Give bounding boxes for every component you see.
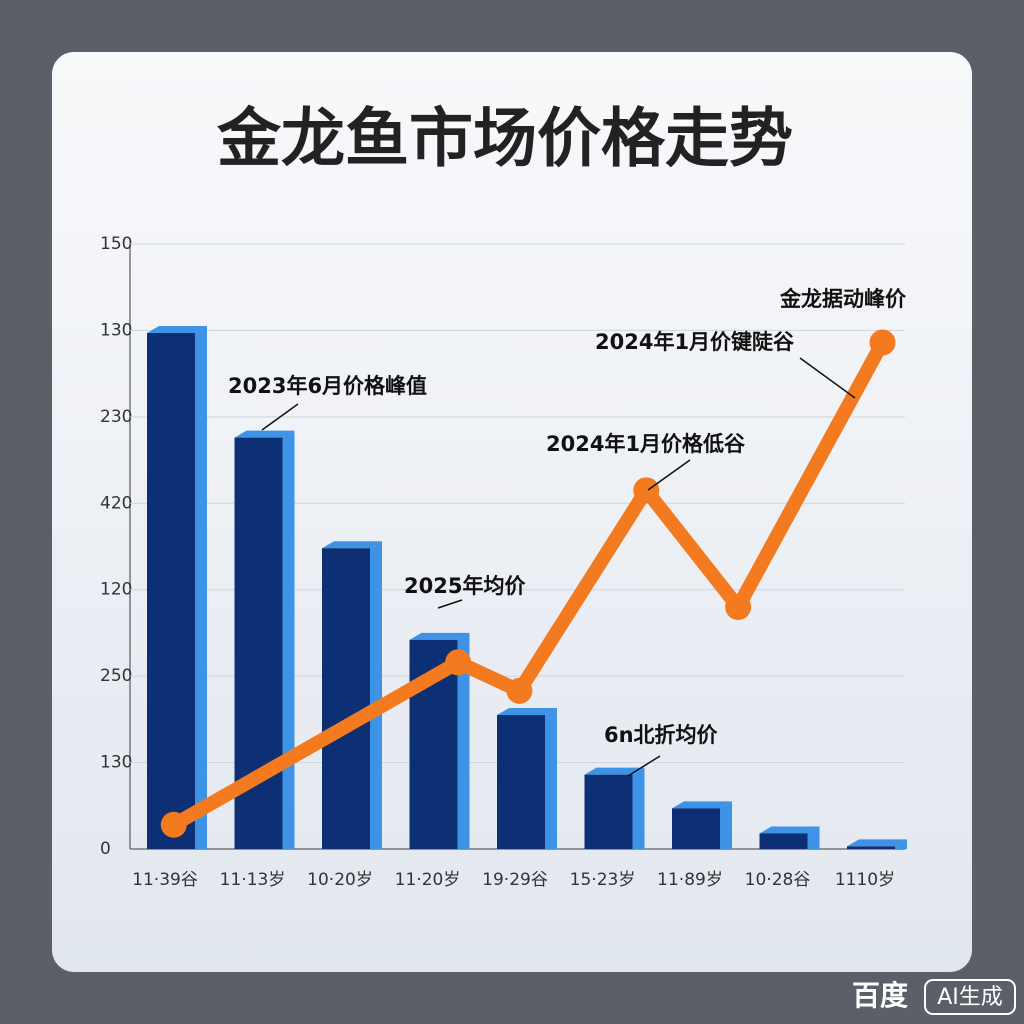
annotation-leader: [437, 599, 463, 609]
bar: [322, 548, 370, 849]
bar-top: [234, 430, 295, 438]
bar-top: [584, 767, 645, 775]
annotation: 2025年均价: [404, 574, 526, 598]
bar-top: [409, 632, 470, 640]
bar-top: [497, 708, 557, 716]
annotation-leader: [799, 357, 856, 399]
x-tick-label: 1110岁: [835, 870, 895, 890]
x-tick-label: 19·29谷: [482, 870, 548, 890]
line-point: [445, 649, 472, 676]
annotation-leader: [261, 403, 299, 431]
bar: [672, 808, 720, 849]
bar-side: [195, 326, 207, 849]
bar-side: [282, 430, 295, 849]
y-tick-label: 0: [100, 839, 111, 859]
line: [170, 339, 889, 831]
bar: [584, 774, 633, 849]
y-tick-label: 150: [100, 234, 132, 254]
line-point: [725, 594, 752, 620]
bar-top: [322, 541, 382, 549]
bar: [497, 715, 545, 849]
annotation: 金龙据动峰价: [779, 287, 907, 311]
bar-top: [147, 326, 207, 334]
annotation: 2024年1月价键陡谷: [595, 330, 795, 354]
bar-side: [545, 708, 557, 849]
line-point: [506, 677, 533, 704]
x-tick-label: 11·13岁: [220, 870, 286, 890]
bar-top: [759, 826, 820, 834]
watermark-brand: 百度: [852, 979, 908, 1012]
line-point: [160, 811, 187, 838]
x-tick-label: 11·39谷: [132, 870, 198, 890]
bar: [759, 833, 808, 849]
line-point: [633, 477, 660, 504]
x-tick-label: 15·23岁: [570, 870, 636, 890]
bar-side: [370, 541, 382, 849]
bar-side: [807, 826, 820, 849]
watermark-box: [924, 979, 1016, 1015]
watermark-tag: AI生成: [937, 985, 1003, 1010]
y-tick-label: 120: [100, 580, 132, 600]
x-tick-label: 11·20岁: [395, 870, 461, 890]
y-tick-label: 420: [100, 493, 132, 513]
bar-side: [457, 632, 470, 849]
bar-side: [720, 801, 732, 849]
bar: [847, 846, 895, 849]
annotation-leader: [627, 755, 661, 777]
line-point: [869, 329, 896, 356]
chart-title: 金龙鱼市场价格走势: [216, 103, 793, 177]
x-tick-label: 11·89岁: [657, 870, 723, 890]
annotation-leader: [647, 459, 691, 491]
y-tick-label: 250: [100, 666, 132, 686]
y-tick-label: 230: [100, 407, 132, 427]
bar-side: [895, 839, 907, 849]
bar-top: [672, 801, 732, 809]
annotation: 2023年6月价格峰值: [228, 374, 427, 398]
annotation: 2024年1月价格低谷: [546, 432, 746, 456]
y-tick-label: 130: [100, 753, 132, 773]
bar: [147, 333, 195, 849]
y-tick-label: 130: [100, 320, 132, 340]
bar-side: [632, 767, 645, 849]
x-tick-label: 10·28谷: [745, 870, 811, 890]
x-tick-label: 10·20岁: [307, 870, 373, 890]
bar-top: [847, 839, 907, 847]
annotation: 6n北折均价: [604, 723, 719, 747]
